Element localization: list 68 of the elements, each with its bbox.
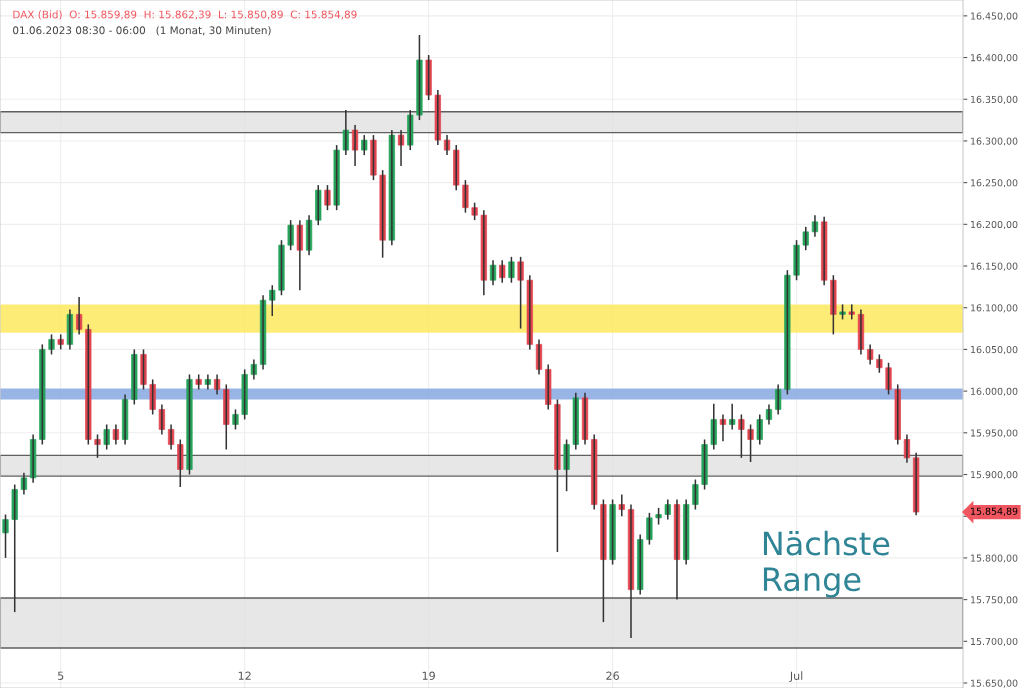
candlestick <box>462 179 469 214</box>
x-tick-label: Jul <box>789 671 803 682</box>
candlestick <box>39 343 46 446</box>
candlestick <box>830 274 837 336</box>
y-tick-label: 15.800,00 <box>971 554 1018 563</box>
text: DAX (Bid) O: 15.859,89 H: 15.862,39 L: 15.850,89 C: 15.854,89 <box>13 10 357 20</box>
candlestick <box>701 438 708 491</box>
candlestick <box>269 284 276 317</box>
y-tick-label: 16.250,00 <box>971 179 1018 188</box>
y-tick-label: 16.350,00 <box>971 95 1018 104</box>
y-tick-label: 16.450,00 <box>971 12 1018 21</box>
candlestick <box>232 408 239 431</box>
candlestick <box>103 423 110 451</box>
candlestick <box>94 433 101 459</box>
candlestick <box>738 413 745 459</box>
x-tick-label: 12 <box>238 671 251 680</box>
candlestick <box>848 303 855 321</box>
y-tick-label: 15.900,00 <box>971 471 1018 480</box>
candlestick <box>876 353 883 374</box>
annotation: Nächste Range <box>763 530 890 598</box>
candlestick <box>361 134 368 156</box>
y-tick-label: 16.100,00 <box>971 304 1018 313</box>
candlestick <box>379 169 386 259</box>
candlestick <box>287 219 294 251</box>
candlestick <box>177 438 184 488</box>
candlestick <box>140 348 147 391</box>
candlestick <box>600 498 607 623</box>
candlestick <box>508 256 515 284</box>
candlestick <box>370 134 377 181</box>
candlestick <box>692 478 699 511</box>
y-tick-label: 15.950,00 <box>971 429 1018 438</box>
y-tick-label: 15.750,00 <box>971 596 1018 605</box>
y-tick-label: 16.300,00 <box>971 137 1018 146</box>
candlestick <box>517 256 524 330</box>
y-tick-label: 16.150,00 <box>971 262 1018 271</box>
candlestick <box>784 269 791 396</box>
candlestick <box>554 398 561 553</box>
y-tick-label: 16.050,00 <box>971 346 1018 355</box>
y-tick-label: 16.000,00 <box>971 387 1018 396</box>
candlestick <box>11 483 18 613</box>
candlestick <box>333 144 340 211</box>
candlestick <box>563 438 570 492</box>
x-tick-label: 19 <box>422 671 435 680</box>
candlestick <box>324 184 331 211</box>
candlestick <box>186 373 193 476</box>
candlestick <box>241 368 248 421</box>
candlestick <box>48 333 55 356</box>
y-tick-label: 15.700,00 <box>971 637 1018 646</box>
candlestick <box>885 361 892 396</box>
x-tick-label: 5 <box>58 671 64 680</box>
candlestick <box>793 239 800 281</box>
x-tick-label: 26 <box>606 671 619 680</box>
candlestick <box>609 498 616 566</box>
text: 01.06.2023 08:30 - 06:00 (1 Monat, 30 Minuten) <box>13 26 271 36</box>
candlestick <box>2 513 9 559</box>
candlestick <box>278 239 285 296</box>
candlestick <box>223 383 230 451</box>
y-tick-label: 16.400,00 <box>971 54 1018 63</box>
candlestick <box>131 348 138 406</box>
candlestick <box>416 34 423 121</box>
candlestick <box>149 378 156 416</box>
candlestick <box>747 423 754 463</box>
text: 15.854,89 <box>971 507 1018 516</box>
y-tick-label: 16.200,00 <box>971 220 1018 230</box>
candlestick <box>425 54 432 101</box>
y-tick-label: 15.650,00 <box>971 679 1018 688</box>
candlestick <box>85 323 92 446</box>
candlestick <box>646 512 653 546</box>
